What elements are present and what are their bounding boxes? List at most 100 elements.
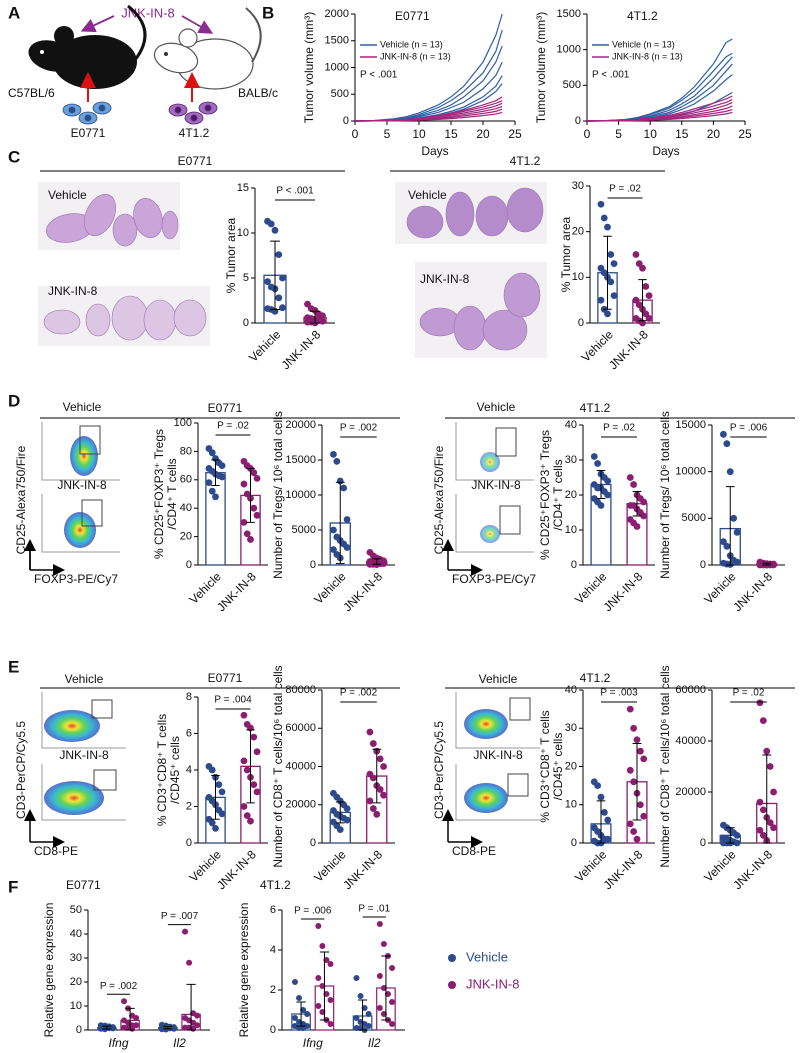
- tumor-curve: [354, 111, 503, 122]
- gate: [93, 769, 117, 791]
- section-title: 4T1.2: [580, 401, 611, 415]
- y-tick-label: 1000: [325, 61, 349, 73]
- x-tick-label: 15: [444, 127, 458, 141]
- y-tick-label: 1500: [325, 35, 349, 47]
- data-point: [353, 975, 360, 981]
- y-tick-label: 80000: [285, 684, 316, 696]
- group-label: JNK-IN-8: [59, 748, 109, 762]
- data-point: [376, 921, 383, 927]
- y-axis-label: % Tumor area: [559, 216, 573, 292]
- y-tick-label: 500: [563, 79, 581, 91]
- cell-cloud: [480, 452, 500, 472]
- data-point: [247, 817, 254, 825]
- data-point: [361, 1005, 368, 1011]
- y-tick-label: 60: [180, 474, 192, 486]
- y-tick-label: 0: [700, 559, 706, 571]
- data-point: [600, 809, 608, 816]
- data-point: [632, 251, 640, 258]
- data-point: [243, 812, 251, 820]
- flow-y-label: CD25-Alexa750/Fire: [14, 445, 28, 554]
- data-point: [630, 481, 638, 488]
- y-tick-label: 20: [565, 760, 577, 772]
- data-point: [376, 755, 384, 763]
- data-point: [205, 479, 213, 487]
- gate: [509, 697, 531, 721]
- error-bar: [372, 558, 382, 565]
- flow-y-label: CD3-PerCP/Cy5.5: [432, 721, 446, 819]
- x-tick-label: 15: [675, 127, 689, 141]
- data-point: [639, 319, 646, 327]
- y-tick-label: 0: [310, 559, 316, 571]
- y-tick-label: 30: [565, 722, 577, 734]
- y-tick-label: 6: [186, 727, 192, 739]
- gate: [507, 773, 529, 797]
- data-point: [319, 317, 326, 325]
- data-point: [333, 458, 341, 465]
- data-point: [336, 826, 344, 834]
- data-point: [218, 473, 226, 481]
- data-point: [240, 803, 248, 810]
- y-tick-label: 10000: [675, 466, 706, 478]
- data-point: [275, 251, 283, 258]
- data-point: [376, 1005, 383, 1011]
- data-point: [759, 831, 767, 839]
- arrow: [80, 15, 115, 32]
- data-point: [194, 1022, 201, 1029]
- histology: [38, 182, 547, 358]
- data-point: [597, 793, 605, 801]
- p-value: P < .001: [276, 186, 314, 197]
- y-tick-label: 0: [186, 837, 192, 849]
- data-point: [194, 1012, 201, 1019]
- group-label: Vehicle: [63, 400, 102, 414]
- y-tick-label: 4: [186, 764, 192, 776]
- error-bar: [596, 470, 606, 499]
- data-point: [215, 781, 223, 788]
- data-point: [626, 474, 634, 481]
- group-label: Vehicle: [477, 400, 516, 414]
- data-point: [323, 957, 330, 963]
- p-value: P = .002: [340, 423, 378, 434]
- data-point: [182, 928, 189, 935]
- y-tick-label: 6: [270, 904, 276, 916]
- error-bar: [186, 983, 196, 1031]
- data-point: [121, 998, 128, 1005]
- panel-letter: C: [8, 147, 20, 166]
- data-point: [327, 1021, 334, 1027]
- y-tick-label: 40: [180, 502, 192, 514]
- y-tick-label: 2000: [325, 8, 349, 20]
- chart-title: E0771: [395, 9, 430, 23]
- data-point: [253, 474, 261, 482]
- section-title: E0771: [208, 401, 243, 415]
- data-point: [640, 512, 648, 520]
- error-bar: [372, 748, 382, 804]
- y-tick-label: 0: [700, 837, 706, 849]
- error-bar: [211, 459, 220, 486]
- error-bar: [638, 279, 647, 322]
- data-point: [645, 292, 653, 299]
- data-point: [607, 251, 615, 258]
- data-point: [733, 831, 741, 839]
- panel-letter: A: [8, 3, 20, 22]
- cell-cloud: [44, 710, 100, 742]
- y-tick-label: 80: [180, 445, 192, 457]
- y-tick-label: 8: [186, 691, 192, 703]
- y-tick-label: 60000: [285, 722, 316, 734]
- y-tick-label: 2: [186, 800, 192, 812]
- data-point: [607, 278, 615, 286]
- data-point: [594, 782, 602, 790]
- flow-x-label: FOXP3-PE/Cy7: [34, 572, 118, 586]
- error-bar: [357, 999, 368, 1031]
- y-axis-label: Tumor volume (mm³): [534, 12, 548, 124]
- data-point: [756, 798, 764, 806]
- p-value: P = .004: [214, 695, 252, 706]
- data-point: [366, 797, 374, 805]
- error-bar: [725, 827, 735, 844]
- chart-title: 4T1.2: [260, 878, 291, 892]
- y-tick-label: 5000: [292, 524, 316, 536]
- y-tick-label: 10: [565, 799, 577, 811]
- y-tick-label: 40: [70, 928, 82, 940]
- x-tick-label: 0: [584, 127, 591, 141]
- bar: [205, 472, 226, 566]
- error-bar: [319, 951, 330, 1021]
- data-point: [315, 923, 322, 929]
